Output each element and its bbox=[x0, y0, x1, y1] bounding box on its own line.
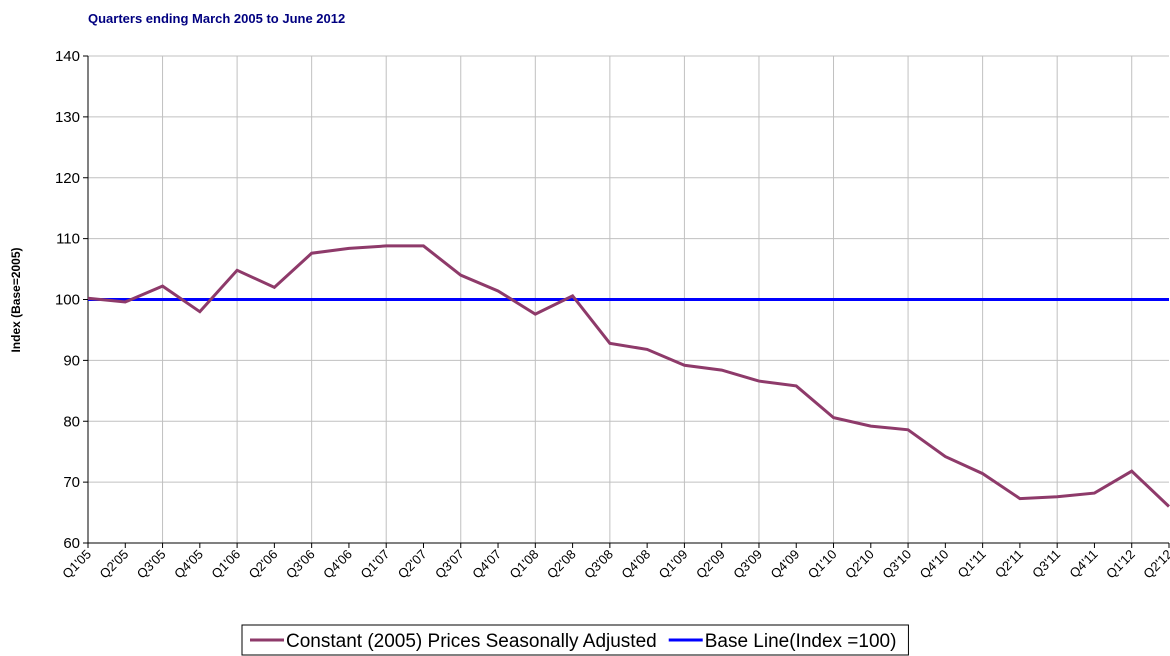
y-tick-label: 110 bbox=[56, 231, 80, 248]
x-tick-label: Q4'09 bbox=[768, 547, 803, 582]
x-tick-label: Q1'12 bbox=[1103, 547, 1138, 582]
x-tick-label: Q2'09 bbox=[693, 547, 728, 582]
x-tick-label: Q2'10 bbox=[842, 547, 877, 582]
y-tick-label: 60 bbox=[63, 535, 80, 552]
x-tick-label: Q3'07 bbox=[432, 547, 467, 582]
x-tick-label: Q3'09 bbox=[730, 547, 765, 582]
x-tick-label: Q1'11 bbox=[955, 547, 989, 581]
legend-box bbox=[241, 624, 909, 656]
x-tick-label: Q1'07 bbox=[357, 547, 392, 582]
legend-label: Base Line(Index =100) bbox=[705, 631, 897, 652]
x-tick-label: Q1'08 bbox=[507, 547, 542, 582]
x-tick-label: Q2'08 bbox=[544, 547, 579, 582]
x-tick-label: Q4'05 bbox=[171, 547, 206, 582]
x-tick-label: Q2'05 bbox=[97, 547, 132, 582]
x-tick-label: Q3'10 bbox=[879, 547, 914, 582]
x-tick-label: Q4'07 bbox=[469, 547, 504, 582]
y-tick-label: 70 bbox=[63, 474, 80, 491]
y-tick-label: 120 bbox=[55, 170, 80, 187]
x-tick-label: Q4'08 bbox=[618, 547, 653, 582]
y-tick-label: 100 bbox=[55, 292, 80, 309]
x-tick-label: Q1'06 bbox=[208, 547, 243, 582]
x-tick-label: Q3'05 bbox=[134, 547, 169, 582]
y-tick-label: 80 bbox=[63, 413, 80, 430]
x-tick-label: Q4'10 bbox=[917, 547, 952, 582]
x-tick-label: Q3'11 bbox=[1029, 547, 1063, 581]
chart-title: Quarters ending March 2005 to June 2012 bbox=[88, 11, 345, 26]
legend: Constant (2005) Prices Seasonally Adjust… bbox=[241, 624, 909, 656]
x-tick-label: Q2'11 bbox=[992, 547, 1026, 581]
data-line bbox=[87, 244, 1170, 508]
legend-label: Constant (2005) Prices Seasonally Adjust… bbox=[286, 631, 657, 652]
x-tick-label: Q4'06 bbox=[320, 547, 355, 582]
x-tick-label: Q3'06 bbox=[283, 547, 318, 582]
y-tick-label: 140 bbox=[55, 48, 80, 65]
x-tick-label: Q2'12 bbox=[1140, 547, 1170, 582]
y-tick-label: 90 bbox=[63, 352, 80, 369]
x-tick-label: Q1'09 bbox=[656, 547, 691, 582]
x-tick-label: Q2'06 bbox=[246, 547, 281, 582]
x-tick-label: Q1'10 bbox=[805, 547, 840, 582]
x-tick-label: Q3'08 bbox=[581, 547, 616, 582]
x-tick-label: Q4'11 bbox=[1066, 547, 1100, 581]
x-tick-label: Q2'07 bbox=[395, 547, 430, 582]
y-axis-label: Index (Base=2005) bbox=[9, 247, 23, 352]
y-tick-label: 130 bbox=[55, 109, 80, 126]
